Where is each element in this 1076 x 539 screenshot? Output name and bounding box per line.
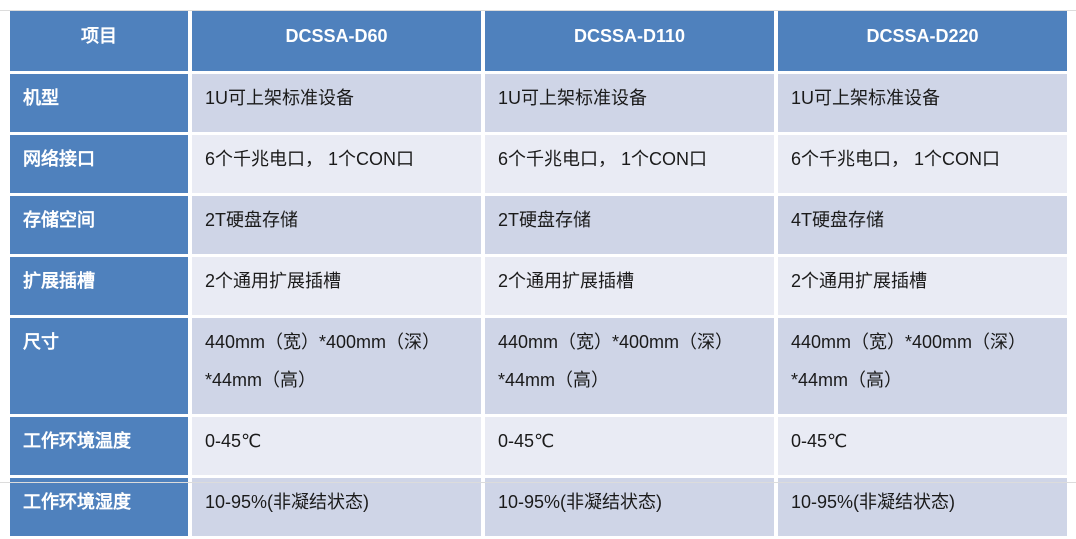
column-header-item: 项目 — [10, 11, 188, 71]
table-row: 工作环境温度 0-45℃ 0-45℃ 0-45℃ — [10, 417, 1067, 475]
row-label: 网络接口 — [10, 135, 188, 193]
column-header-dcssa-d60: DCSSA-D60 — [192, 11, 481, 71]
table-row: 工作环境湿度 10-95%(非凝结状态) 10-95%(非凝结状态) 10-95%(非… — [10, 478, 1067, 536]
spec-cell: 1U可上架标准设备 — [485, 74, 774, 132]
row-label: 扩展插槽 — [10, 257, 188, 315]
spec-cell: 6个千兆电口， 1个CON口 — [192, 135, 481, 193]
spec-cell: 0-45℃ — [192, 417, 481, 475]
spec-cell: 0-45℃ — [485, 417, 774, 475]
table-row: 存储空间 2T硬盘存储 2T硬盘存储 4T硬盘存储 — [10, 196, 1067, 254]
row-label: 工作环境温度 — [10, 417, 188, 475]
spec-cell: 440mm（宽）*400mm（深） *44mm（高） — [485, 318, 774, 414]
table-row: 尺寸 440mm（宽）*400mm（深） *44mm（高） 440mm（宽）*400… — [10, 318, 1067, 414]
spec-cell: 6个千兆电口， 1个CON口 — [485, 135, 774, 193]
spec-cell: 10-95%(非凝结状态) — [778, 478, 1067, 536]
table-row: 网络接口 6个千兆电口， 1个CON口 6个千兆电口， 1个CON口 6个千兆电口， … — [10, 135, 1067, 193]
spec-cell: 10-95%(非凝结状态) — [485, 478, 774, 536]
spec-cell: 2T硬盘存储 — [192, 196, 481, 254]
row-label: 存储空间 — [10, 196, 188, 254]
spec-table-body: 机型 1U可上架标准设备 1U可上架标准设备 1U可上架标准设备 网络接口 6个千兆电口，… — [10, 74, 1067, 536]
column-header-dcssa-d220: DCSSA-D220 — [778, 11, 1067, 71]
spec-cell: 2T硬盘存储 — [485, 196, 774, 254]
row-label: 尺寸 — [10, 318, 188, 414]
row-label: 机型 — [10, 74, 188, 132]
table-row: 机型 1U可上架标准设备 1U可上架标准设备 1U可上架标准设备 — [10, 74, 1067, 132]
header-row: 项目 DCSSA-D60 DCSSA-D110 DCSSA-D220 — [10, 11, 1067, 71]
spec-table: 项目 DCSSA-D60 DCSSA-D110 DCSSA-D220 机型 1U可上架标… — [6, 8, 1071, 539]
spec-cell: 440mm（宽）*400mm（深） *44mm（高） — [192, 318, 481, 414]
spec-cell: 1U可上架标准设备 — [192, 74, 481, 132]
column-header-dcssa-d110: DCSSA-D110 — [485, 11, 774, 71]
spec-cell: 4T硬盘存储 — [778, 196, 1067, 254]
spec-cell: 10-95%(非凝结状态) — [192, 478, 481, 536]
spec-cell: 2个通用扩展插槽 — [485, 257, 774, 315]
spec-cell: 1U可上架标准设备 — [778, 74, 1067, 132]
table-row: 扩展插槽 2个通用扩展插槽 2个通用扩展插槽 2个通用扩展插槽 — [10, 257, 1067, 315]
row-label: 工作环境湿度 — [10, 478, 188, 536]
spec-cell: 0-45℃ — [778, 417, 1067, 475]
spec-cell: 2个通用扩展插槽 — [192, 257, 481, 315]
spec-cell: 6个千兆电口， 1个CON口 — [778, 135, 1067, 193]
spec-cell: 2个通用扩展插槽 — [778, 257, 1067, 315]
spec-cell: 440mm（宽）*400mm（深） *44mm（高） — [778, 318, 1067, 414]
